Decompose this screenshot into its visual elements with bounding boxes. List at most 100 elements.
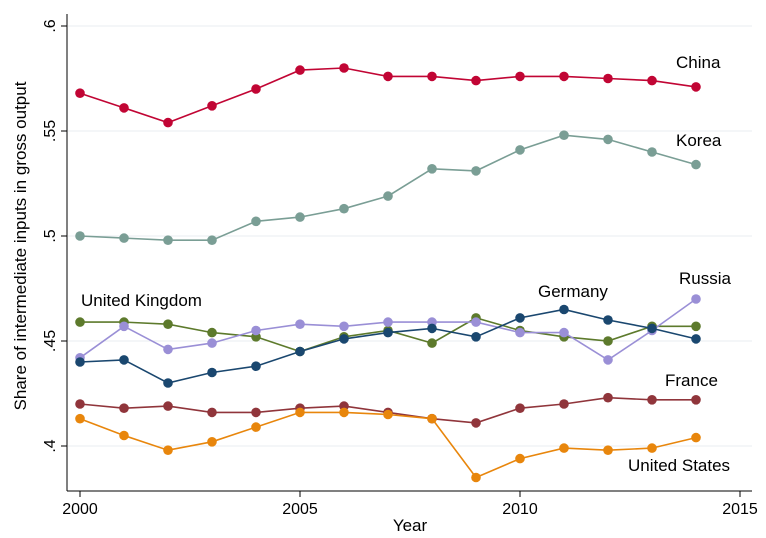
data-point-germany xyxy=(603,315,613,325)
data-point-russia xyxy=(163,344,173,355)
data-point-russia xyxy=(471,317,481,327)
y-tick-label: .45 xyxy=(42,330,59,352)
data-point-russia xyxy=(339,321,349,332)
data-point-korea xyxy=(75,231,85,241)
data-point-united-kingdom xyxy=(207,327,217,338)
series-china xyxy=(75,63,701,128)
data-point-germany xyxy=(647,323,657,334)
data-point-korea xyxy=(119,233,129,243)
data-point-france xyxy=(647,395,657,405)
labels-layer: China Korea United Kingdom Russia Germany Fra… xyxy=(81,53,732,475)
y-tick-label: .55 xyxy=(42,120,59,142)
data-point-china xyxy=(647,75,657,86)
data-point-united-kingdom xyxy=(603,336,613,346)
y-tick-label: .5 xyxy=(42,229,59,242)
data-point-germany xyxy=(471,332,481,342)
data-point-germany xyxy=(691,334,701,344)
data-point-united-states xyxy=(471,472,481,483)
series-line-united-states xyxy=(79,411,697,479)
data-point-united-states xyxy=(119,430,129,441)
data-point-united-states xyxy=(515,453,525,464)
data-point-france xyxy=(603,392,613,403)
data-point-korea xyxy=(295,212,305,222)
y-tick-label: .4 xyxy=(42,439,59,452)
data-point-china xyxy=(163,117,173,128)
data-point-france xyxy=(471,418,481,428)
series-layer xyxy=(75,63,701,483)
data-point-united-states xyxy=(75,413,85,424)
data-point-france xyxy=(691,395,701,405)
series-label-russia: Russia xyxy=(679,269,732,288)
data-point-china xyxy=(339,63,349,73)
data-point-united-states xyxy=(295,407,305,418)
data-point-korea xyxy=(383,191,393,201)
data-point-germany xyxy=(75,357,85,367)
data-point-russia xyxy=(559,327,569,338)
data-point-korea xyxy=(427,164,437,174)
x-tick-label: 2015 xyxy=(722,501,758,518)
data-point-germany xyxy=(515,313,525,323)
data-point-france xyxy=(163,401,173,411)
data-point-germany xyxy=(207,367,217,378)
data-point-korea xyxy=(691,159,701,170)
data-point-korea xyxy=(647,147,657,157)
data-point-germany xyxy=(559,304,569,315)
ticks-layer: .4 .45 .5 .55 .6 2000 2005 2010 2015 xyxy=(42,19,758,518)
data-point-united-states xyxy=(559,443,569,453)
series-united-states xyxy=(75,407,701,483)
data-point-united-states xyxy=(251,422,261,432)
y-axis-title: Share of intermediate inputs in gross ou… xyxy=(11,81,30,410)
data-point-united-kingdom xyxy=(163,319,173,330)
x-tick-label: 2010 xyxy=(502,501,538,518)
data-point-germany xyxy=(383,327,393,338)
data-point-china xyxy=(515,71,525,82)
data-point-korea xyxy=(339,203,349,214)
data-point-germany xyxy=(119,355,129,365)
grid-layer xyxy=(68,25,752,447)
data-point-france xyxy=(515,403,525,414)
data-point-france xyxy=(559,399,569,409)
y-tick-label: .6 xyxy=(42,19,59,32)
x-tick-label: 2005 xyxy=(282,501,318,518)
data-point-china xyxy=(691,82,701,92)
data-point-korea xyxy=(603,134,613,145)
data-point-united-states xyxy=(647,443,657,453)
series-label-united-states: United States xyxy=(628,456,730,475)
x-axis-title: Year xyxy=(393,516,428,535)
series-korea xyxy=(75,130,701,245)
data-point-france xyxy=(207,407,217,418)
data-point-united-states xyxy=(207,437,217,447)
data-point-china xyxy=(427,71,437,82)
x-tick-label: 2000 xyxy=(62,501,98,518)
data-point-china xyxy=(207,101,217,111)
data-point-united-kingdom xyxy=(75,317,85,327)
data-point-germany xyxy=(339,334,349,344)
data-point-russia xyxy=(691,294,701,304)
data-point-united-kingdom xyxy=(427,338,437,348)
series-label-france: France xyxy=(665,371,718,390)
series-label-china: China xyxy=(676,53,721,72)
data-point-korea xyxy=(207,235,217,245)
data-point-united-states xyxy=(383,409,393,420)
data-point-united-states xyxy=(339,407,349,418)
data-point-france xyxy=(251,407,261,418)
series-germany xyxy=(75,304,701,388)
data-point-korea xyxy=(471,166,481,176)
data-point-russia xyxy=(295,319,305,330)
data-point-korea xyxy=(515,145,525,155)
data-point-united-states xyxy=(603,445,613,456)
axes-layer xyxy=(66,14,752,492)
data-point-russia xyxy=(251,325,261,336)
data-point-russia xyxy=(119,321,129,332)
data-point-korea xyxy=(163,235,173,245)
data-point-china xyxy=(251,84,261,94)
data-point-russia xyxy=(207,338,217,348)
series-label-germany: Germany xyxy=(538,282,608,301)
data-point-germany xyxy=(251,361,261,372)
data-point-united-states xyxy=(691,432,701,443)
data-point-russia xyxy=(515,327,525,338)
data-point-united-kingdom xyxy=(691,321,701,332)
data-point-china xyxy=(75,88,85,98)
